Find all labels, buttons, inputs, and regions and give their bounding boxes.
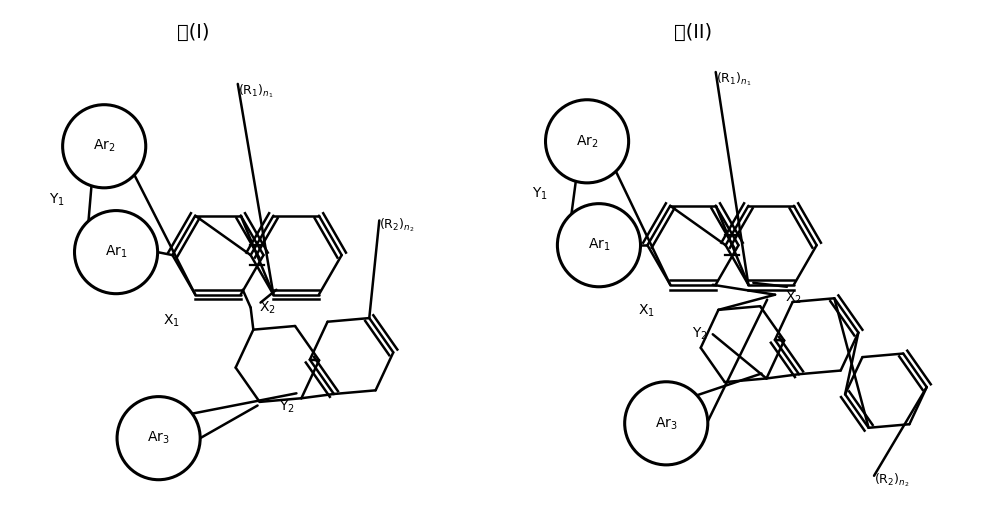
Circle shape — [625, 382, 708, 465]
Text: Ar$_2$: Ar$_2$ — [93, 138, 115, 154]
Text: 式(I): 式(I) — [177, 23, 209, 42]
Text: Y$_1$: Y$_1$ — [49, 191, 65, 208]
Text: (R$_2$)$_{n_2}$: (R$_2$)$_{n_2}$ — [874, 471, 909, 489]
Text: 式(II): 式(II) — [674, 23, 712, 42]
Text: Y$_2$: Y$_2$ — [692, 326, 708, 342]
Text: Ar$_3$: Ar$_3$ — [147, 430, 170, 446]
Text: Y$_1$: Y$_1$ — [532, 186, 547, 202]
Text: (R$_2$)$_{n_2}$: (R$_2$)$_{n_2}$ — [379, 217, 415, 234]
Text: Ar$_1$: Ar$_1$ — [588, 237, 610, 253]
Circle shape — [117, 396, 200, 480]
Circle shape — [546, 100, 629, 183]
Circle shape — [63, 105, 146, 188]
Text: X$_2$: X$_2$ — [785, 290, 802, 306]
Text: Y$_2$: Y$_2$ — [279, 399, 295, 416]
Circle shape — [557, 204, 641, 287]
Text: (R$_1$)$_{n_1}$: (R$_1$)$_{n_1}$ — [238, 82, 273, 100]
Text: X$_2$: X$_2$ — [259, 299, 275, 316]
Text: Ar$_2$: Ar$_2$ — [576, 133, 598, 149]
Circle shape — [75, 210, 158, 294]
Text: X$_1$: X$_1$ — [163, 312, 180, 329]
Text: (R$_1$)$_{n_1}$: (R$_1$)$_{n_1}$ — [716, 70, 751, 87]
Text: Ar$_3$: Ar$_3$ — [655, 415, 678, 431]
Text: Ar$_1$: Ar$_1$ — [105, 244, 127, 260]
Text: X$_1$: X$_1$ — [638, 303, 655, 319]
